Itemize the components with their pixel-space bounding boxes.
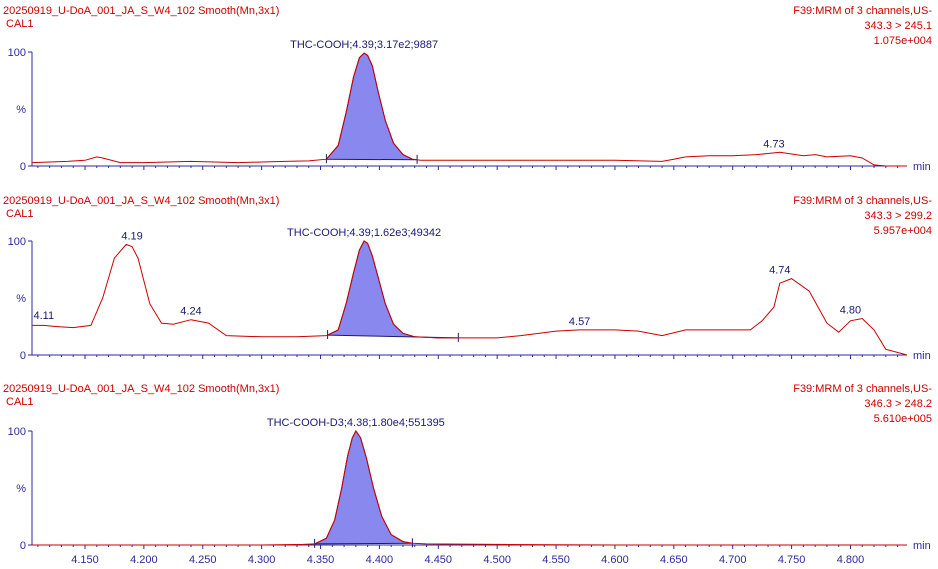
transition-label-2: 343.3 > 299.2 [864, 210, 932, 222]
function-label-2: F39:MRM of 3 channels,US- [793, 195, 932, 207]
intensity-label-2: 5.957e+004 [874, 225, 932, 237]
x-tick-label-4.350: 4.350 [307, 554, 335, 566]
y-tick-label-100-2: 100 [8, 236, 26, 248]
x-axis-unit-3: min [913, 540, 931, 552]
peak-label-4.19: 4.19 [121, 230, 142, 242]
integrated-peak-area-1 [325, 52, 418, 161]
transition-label-1: 343.3 > 245.1 [864, 20, 932, 32]
peak-label-4.11: 4.11 [33, 310, 54, 322]
chromatogram-trace-3 [32, 430, 907, 546]
y-axis-label-3: % [16, 483, 26, 495]
x-tick-label-4.650: 4.650 [660, 554, 688, 566]
function-label-3: F39:MRM of 3 channels,US- [793, 383, 932, 395]
peak-label-4.80: 4.80 [840, 305, 861, 317]
x-tick-label-4.550: 4.550 [542, 554, 570, 566]
peak-annotation-1: THC-COOH;4.39;3.17e2;9887 [290, 39, 438, 51]
peak-label-4.57: 4.57 [569, 316, 590, 328]
peak-annotation-2: THC-COOH;4.39;1.62e3;49342 [287, 227, 441, 239]
sample-name-1: 20250919_U-DoA_001_JA_S_W4_102 Smooth(Mn… [3, 5, 279, 17]
x-tick-label-4.750: 4.750 [778, 554, 806, 566]
x-tick-label-4.500: 4.500 [483, 554, 511, 566]
y-tick-label-0-3: 0 [20, 540, 26, 552]
x-tick-label-4.300: 4.300 [248, 554, 276, 566]
sample-name-3: 20250919_U-DoA_001_JA_S_W4_102 Smooth(Mn… [3, 383, 279, 395]
x-tick-label-4.200: 4.200 [130, 554, 158, 566]
x-tick-label-4.150: 4.150 [71, 554, 99, 566]
sample-text-1: CAL1 [6, 18, 34, 30]
peak-annotation-3: THC-COOH-D3;4.38;1.80e4;551395 [267, 417, 445, 429]
y-tick-label-100-3: 100 [8, 426, 26, 438]
intensity-label-3: 5.610e+005 [874, 413, 932, 425]
x-axis-unit-2: min [913, 350, 931, 362]
y-tick-label-0-2: 0 [20, 350, 26, 362]
x-tick-label-4.700: 4.700 [719, 554, 747, 566]
peak-label-4.73: 4.73 [763, 138, 784, 150]
peak-label-4.24: 4.24 [180, 306, 201, 318]
x-tick-label-4.800: 4.800 [837, 554, 865, 566]
x-tick-label-4.400: 4.400 [366, 554, 394, 566]
y-tick-label-0-1: 0 [20, 161, 26, 173]
chromatogram-trace-1 [31, 52, 907, 167]
y-axis-label-1: % [16, 104, 26, 116]
y-tick-label-100-1: 100 [8, 47, 26, 59]
function-label-1: F39:MRM of 3 channels,US- [793, 5, 932, 17]
chromatogram-trace-2 [32, 240, 908, 356]
sample-text-2: CAL1 [6, 208, 34, 220]
intensity-label-1: 1.075e+004 [874, 35, 932, 47]
sample-text-3: CAL1 [6, 396, 34, 408]
x-tick-label-4.250: 4.250 [189, 554, 217, 566]
peak-label-4.74: 4.74 [769, 265, 790, 277]
x-tick-label-4.450: 4.450 [425, 554, 453, 566]
x-tick-label-4.600: 4.600 [601, 554, 629, 566]
y-axis-label-2: % [16, 293, 26, 305]
x-axis-unit-1: min [913, 161, 931, 173]
sample-name-2: 20250919_U-DoA_001_JA_S_W4_102 Smooth(Mn… [3, 195, 279, 207]
transition-label-3: 346.3 > 248.2 [864, 398, 932, 410]
